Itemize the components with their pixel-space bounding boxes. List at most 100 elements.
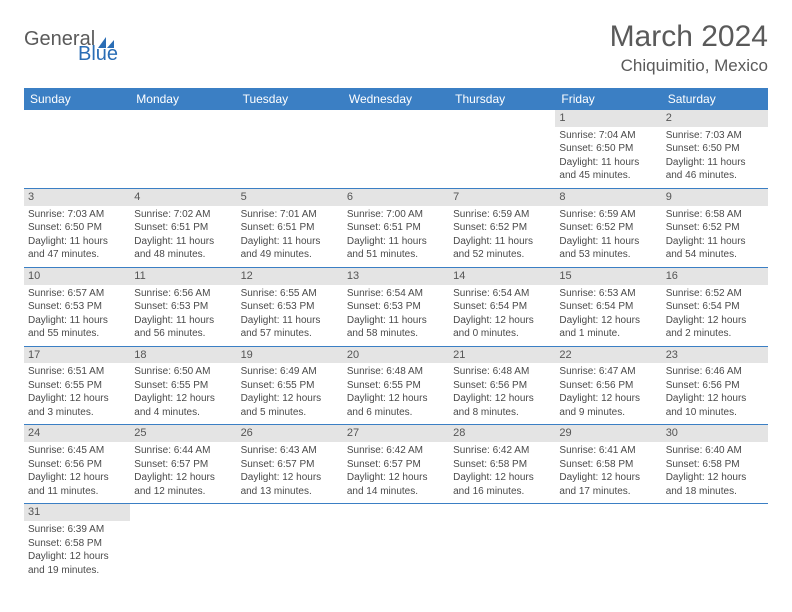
- daylight-text: Daylight: 11 hours: [666, 156, 764, 170]
- calendar-day-cell: 18Sunrise: 6:50 AMSunset: 6:55 PMDayligh…: [130, 346, 236, 425]
- daylight-text: and 51 minutes.: [347, 248, 445, 262]
- day-number: 23: [662, 347, 768, 364]
- sunset-text: Sunset: 6:51 PM: [134, 221, 232, 235]
- day-number: 8: [555, 189, 661, 206]
- sunset-text: Sunset: 6:58 PM: [453, 458, 551, 472]
- day-number: 30: [662, 425, 768, 442]
- day-number: 13: [343, 268, 449, 285]
- sunrise-text: Sunrise: 6:39 AM: [28, 523, 126, 537]
- calendar-empty-cell: [449, 110, 555, 188]
- sunrise-text: Sunrise: 6:44 AM: [134, 444, 232, 458]
- day-number: 6: [343, 189, 449, 206]
- daylight-text: and 4 minutes.: [134, 406, 232, 420]
- sunset-text: Sunset: 6:55 PM: [28, 379, 126, 393]
- daylight-text: and 52 minutes.: [453, 248, 551, 262]
- daylight-text: Daylight: 11 hours: [134, 314, 232, 328]
- daylight-text: and 17 minutes.: [559, 485, 657, 499]
- day-number: 2: [662, 110, 768, 127]
- sunrise-text: Sunrise: 6:50 AM: [134, 365, 232, 379]
- daylight-text: Daylight: 12 hours: [28, 550, 126, 564]
- daylight-text: Daylight: 11 hours: [28, 235, 126, 249]
- daylight-text: and 48 minutes.: [134, 248, 232, 262]
- daylight-text: and 1 minute.: [559, 327, 657, 341]
- sunset-text: Sunset: 6:55 PM: [347, 379, 445, 393]
- day-number: 29: [555, 425, 661, 442]
- daylight-text: and 16 minutes.: [453, 485, 551, 499]
- sunset-text: Sunset: 6:55 PM: [241, 379, 339, 393]
- weekday-header: Thursday: [449, 88, 555, 110]
- calendar-day-cell: 1Sunrise: 7:04 AMSunset: 6:50 PMDaylight…: [555, 110, 661, 188]
- day-number: 12: [237, 268, 343, 285]
- daylight-text: and 54 minutes.: [666, 248, 764, 262]
- daylight-text: Daylight: 12 hours: [453, 471, 551, 485]
- daylight-text: Daylight: 11 hours: [559, 156, 657, 170]
- calendar-empty-cell: [237, 110, 343, 188]
- day-number: 7: [449, 189, 555, 206]
- sunset-text: Sunset: 6:53 PM: [28, 300, 126, 314]
- daylight-text: and 8 minutes.: [453, 406, 551, 420]
- daylight-text: and 14 minutes.: [347, 485, 445, 499]
- sunrise-text: Sunrise: 6:58 AM: [666, 208, 764, 222]
- sunset-text: Sunset: 6:56 PM: [559, 379, 657, 393]
- day-number: 31: [24, 504, 130, 521]
- calendar-day-cell: 15Sunrise: 6:53 AMSunset: 6:54 PMDayligh…: [555, 267, 661, 346]
- calendar-day-cell: 2Sunrise: 7:03 AMSunset: 6:50 PMDaylight…: [662, 110, 768, 188]
- sunrise-text: Sunrise: 6:57 AM: [28, 287, 126, 301]
- sunset-text: Sunset: 6:54 PM: [559, 300, 657, 314]
- weekday-header: Saturday: [662, 88, 768, 110]
- sunset-text: Sunset: 6:53 PM: [241, 300, 339, 314]
- sunrise-text: Sunrise: 6:52 AM: [666, 287, 764, 301]
- header: GeneralBlue March 2024 Chiquimitio, Mexi…: [24, 20, 768, 76]
- calendar-day-cell: 11Sunrise: 6:56 AMSunset: 6:53 PMDayligh…: [130, 267, 236, 346]
- day-number: 18: [130, 347, 236, 364]
- sunrise-text: Sunrise: 6:48 AM: [347, 365, 445, 379]
- daylight-text: Daylight: 12 hours: [347, 392, 445, 406]
- sunset-text: Sunset: 6:56 PM: [28, 458, 126, 472]
- calendar-empty-cell: [343, 504, 449, 582]
- calendar-day-cell: 27Sunrise: 6:42 AMSunset: 6:57 PMDayligh…: [343, 425, 449, 504]
- calendar-week-row: 10Sunrise: 6:57 AMSunset: 6:53 PMDayligh…: [24, 267, 768, 346]
- daylight-text: and 45 minutes.: [559, 169, 657, 183]
- daylight-text: Daylight: 12 hours: [666, 392, 764, 406]
- calendar-day-cell: 12Sunrise: 6:55 AMSunset: 6:53 PMDayligh…: [237, 267, 343, 346]
- day-number: 19: [237, 347, 343, 364]
- calendar-day-cell: 8Sunrise: 6:59 AMSunset: 6:52 PMDaylight…: [555, 188, 661, 267]
- day-number: 17: [24, 347, 130, 364]
- daylight-text: Daylight: 11 hours: [559, 235, 657, 249]
- daylight-text: and 55 minutes.: [28, 327, 126, 341]
- sunset-text: Sunset: 6:54 PM: [453, 300, 551, 314]
- daylight-text: Daylight: 12 hours: [666, 314, 764, 328]
- sunset-text: Sunset: 6:58 PM: [559, 458, 657, 472]
- daylight-text: Daylight: 12 hours: [559, 471, 657, 485]
- daylight-text: and 0 minutes.: [453, 327, 551, 341]
- day-number: 15: [555, 268, 661, 285]
- calendar-day-cell: 9Sunrise: 6:58 AMSunset: 6:52 PMDaylight…: [662, 188, 768, 267]
- calendar-table: Sunday Monday Tuesday Wednesday Thursday…: [24, 88, 768, 582]
- weekday-header: Tuesday: [237, 88, 343, 110]
- calendar-day-cell: 28Sunrise: 6:42 AMSunset: 6:58 PMDayligh…: [449, 425, 555, 504]
- day-number: 9: [662, 189, 768, 206]
- calendar-empty-cell: [662, 504, 768, 582]
- sunset-text: Sunset: 6:57 PM: [241, 458, 339, 472]
- sunrise-text: Sunrise: 6:48 AM: [453, 365, 551, 379]
- day-number: 26: [237, 425, 343, 442]
- weekday-header: Friday: [555, 88, 661, 110]
- daylight-text: and 13 minutes.: [241, 485, 339, 499]
- daylight-text: Daylight: 11 hours: [28, 314, 126, 328]
- daylight-text: and 53 minutes.: [559, 248, 657, 262]
- sunset-text: Sunset: 6:52 PM: [666, 221, 764, 235]
- sunset-text: Sunset: 6:51 PM: [241, 221, 339, 235]
- calendar-week-row: 1Sunrise: 7:04 AMSunset: 6:50 PMDaylight…: [24, 110, 768, 188]
- sunrise-text: Sunrise: 6:42 AM: [347, 444, 445, 458]
- day-number: 5: [237, 189, 343, 206]
- sunrise-text: Sunrise: 6:47 AM: [559, 365, 657, 379]
- daylight-text: Daylight: 12 hours: [559, 314, 657, 328]
- calendar-day-cell: 7Sunrise: 6:59 AMSunset: 6:52 PMDaylight…: [449, 188, 555, 267]
- daylight-text: and 10 minutes.: [666, 406, 764, 420]
- sunset-text: Sunset: 6:58 PM: [28, 537, 126, 551]
- month-title: March 2024: [610, 20, 768, 54]
- sunrise-text: Sunrise: 6:40 AM: [666, 444, 764, 458]
- logo-text-blue: Blue: [78, 43, 118, 66]
- calendar-day-cell: 6Sunrise: 7:00 AMSunset: 6:51 PMDaylight…: [343, 188, 449, 267]
- sunset-text: Sunset: 6:57 PM: [134, 458, 232, 472]
